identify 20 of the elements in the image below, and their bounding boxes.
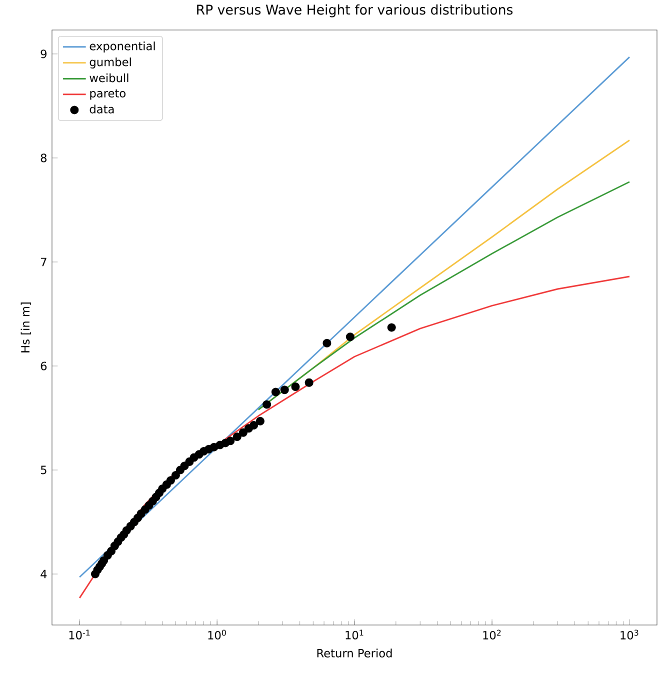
y-axis-title: Hs [in m] xyxy=(20,302,31,352)
legend-label: pareto xyxy=(90,89,126,100)
y-tick-label: 7 xyxy=(40,258,46,266)
x-tick-label: 10$^{-1}$ xyxy=(69,630,90,640)
y-tick-label: 6 xyxy=(40,362,47,370)
legend-label: exponential xyxy=(90,42,155,53)
x-tick-label: 10$^{2}$ xyxy=(483,630,501,640)
y-tick-label: 8 xyxy=(40,154,47,162)
x-tick-label: 10$^{0}$ xyxy=(208,630,226,640)
legend-label: gumbel xyxy=(90,57,131,68)
x-tick-label: 10$^{1}$ xyxy=(346,630,364,640)
line-series xyxy=(78,56,630,578)
legend-label: data xyxy=(90,104,114,114)
chart-title: RP versus Wave Height for various distributions xyxy=(197,4,513,18)
y-tick-label: 5 xyxy=(40,466,46,474)
x-tick-label: 10$^{3}$ xyxy=(620,630,638,640)
x-axis-title: Return Period xyxy=(317,648,392,658)
y-tick-label: 9 xyxy=(40,50,46,58)
y-tick-label: 4 xyxy=(40,570,47,578)
legend-label: weibull xyxy=(90,73,128,82)
